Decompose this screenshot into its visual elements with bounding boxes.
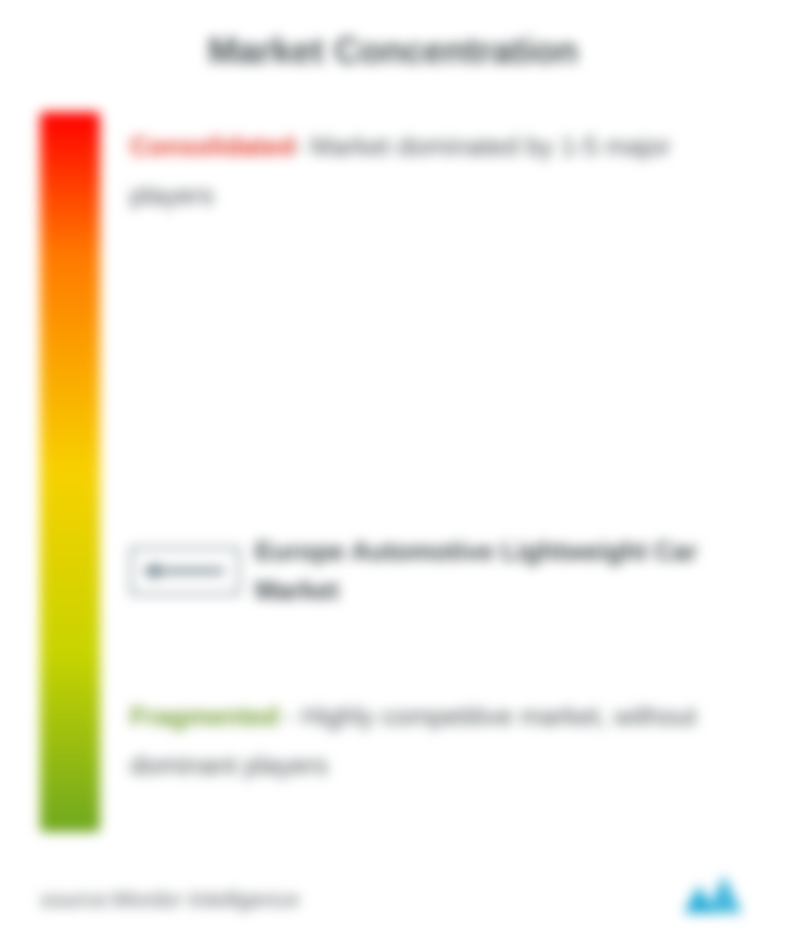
fragmented-description: Fragmented - Highly competitive market, … bbox=[130, 692, 726, 791]
page-title: Market Concentration bbox=[40, 30, 746, 72]
brand-logo bbox=[684, 873, 746, 913]
content-area: Consolidated- Market dominated by 1-5 ma… bbox=[40, 112, 746, 863]
market-indicator-row: Europe Automotive Lightweight Car Market bbox=[130, 532, 726, 610]
logo-icon bbox=[684, 873, 746, 913]
arrow-left-icon bbox=[142, 561, 228, 581]
concentration-gradient-bar bbox=[40, 112, 100, 832]
descriptions-column: Consolidated- Market dominated by 1-5 ma… bbox=[130, 112, 746, 832]
market-name-label: Europe Automotive Lightweight Car Market bbox=[255, 532, 726, 610]
footer: source:Mordor Intelligence bbox=[40, 863, 746, 913]
arrow-indicator-box bbox=[130, 547, 240, 595]
consolidated-label: Consolidated bbox=[130, 131, 295, 161]
fragmented-label: Fragmented bbox=[130, 701, 279, 731]
source-attribution: source:Mordor Intelligence bbox=[40, 887, 299, 913]
consolidated-description: Consolidated- Market dominated by 1-5 ma… bbox=[130, 122, 726, 221]
